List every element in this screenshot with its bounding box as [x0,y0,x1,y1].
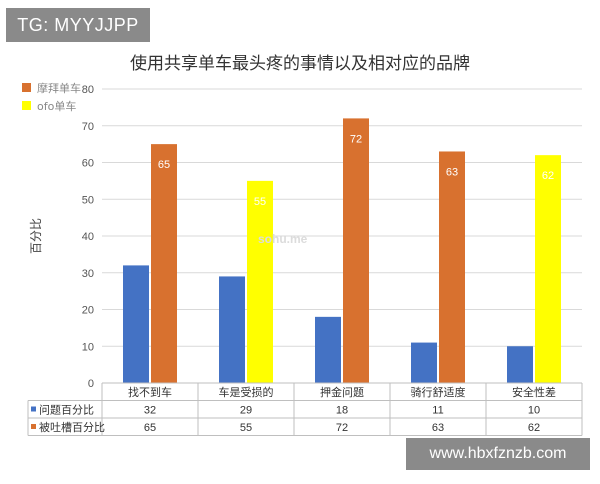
y-tick-label: 60 [82,158,94,170]
table-cell-value: 63 [432,422,444,434]
legend-swatch [22,83,31,92]
bar [151,144,177,383]
y-tick-label: 30 [82,268,94,280]
chart-title: 使用共享单车最头疼的事情以及相对应的品牌 [130,53,470,74]
x-tick-label: 安全性差 [512,385,556,399]
bar [411,342,437,383]
y-tick-label: 70 [82,121,94,133]
bar [439,151,465,383]
table-row-label: 被吐槽百分比 [39,421,105,434]
y-tick-label: 0 [88,378,94,390]
table-cell-value: 29 [240,405,252,417]
x-tick-label: 骑行舒适度 [411,385,466,399]
table-cell-value: 18 [336,405,348,417]
table-row-label: 问题百分比 [39,404,94,417]
table-cell-value: 72 [336,422,348,434]
y-tick-label: 50 [82,194,94,206]
x-tick-label: 找不到车 [128,385,172,399]
y-tick-label: 40 [82,231,94,243]
source-url-label: www.hbxfznzb.com [406,438,590,470]
table-row-marker [31,406,36,412]
y-tick-label: 80 [82,84,94,96]
bar [123,265,149,383]
bar-value-label: 55 [254,196,266,208]
bar [219,276,245,383]
legend-label: 摩拜单车 [37,81,81,95]
table-cell-value: 32 [144,405,156,417]
table-cell-value: 62 [528,422,540,434]
x-tick-label: 押金问题 [320,385,364,399]
bar [315,316,341,383]
x-tick-label: 车是受损的 [219,385,274,399]
table-row-marker [31,424,36,429]
legend-swatch [22,101,31,110]
bar-value-label: 62 [542,170,554,182]
table-cell-value: 65 [144,422,156,434]
bar [535,155,561,383]
bar [247,180,273,383]
bar [343,118,369,384]
bar [507,346,533,383]
legend-label: ofo单车 [37,99,76,113]
table-cell-value: 10 [528,405,540,417]
bar-value-label: 72 [350,133,362,145]
y-axis-label: 百分比 [29,218,43,254]
watermark-tag: TG: MYYJJPP [6,8,150,42]
bar-value-label: 65 [158,159,170,171]
y-tick-label: 20 [82,305,94,317]
table-cell-value: 11 [432,405,443,417]
y-tick-label: 10 [82,341,94,353]
center-watermark: sohu.me [258,232,308,246]
table-cell-value: 55 [240,422,252,434]
bar-value-label: 63 [446,166,458,178]
